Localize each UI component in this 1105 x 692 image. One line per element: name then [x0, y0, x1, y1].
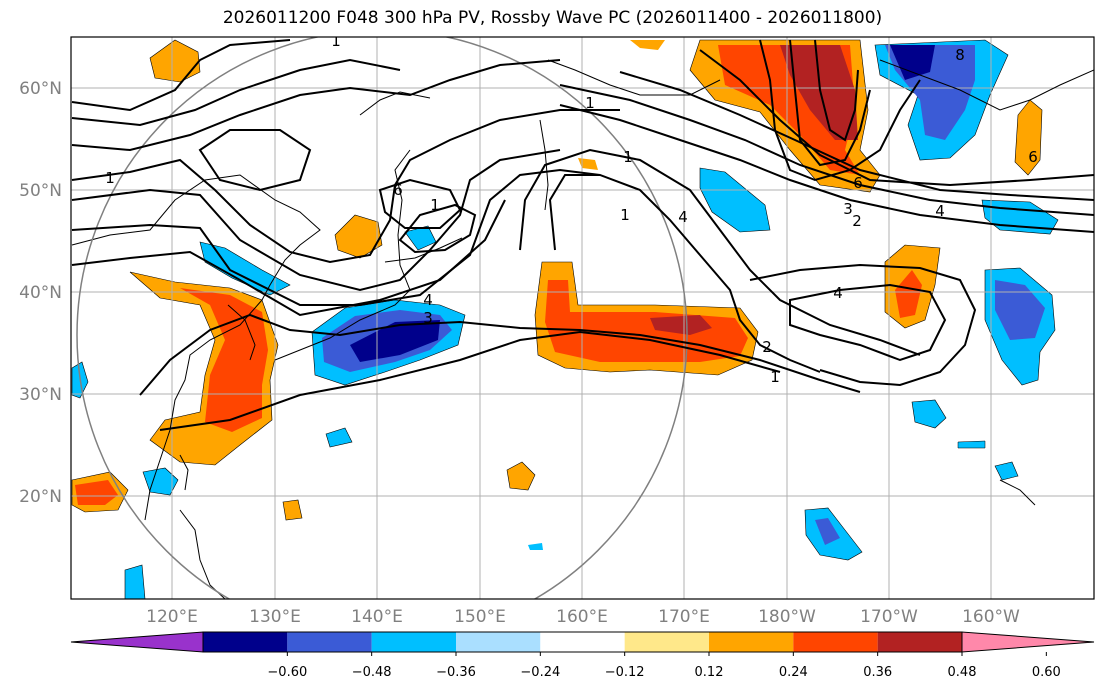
- lon-tick-label: 160°E: [556, 607, 608, 627]
- contour-label: 6: [1028, 148, 1038, 166]
- contour-label: 4: [833, 284, 843, 302]
- contour-label: 8: [955, 46, 965, 64]
- colorbar-tick-label: −0.48: [352, 665, 392, 680]
- map-title: 2026011200 F048 300 hPa PV, Rossby Wave …: [222, 8, 883, 28]
- colorbar-tick-label: 0.48: [948, 665, 977, 680]
- colorbar-tick-labels: −0.60 −0.48 −0.36 −0.24 −0.12 0.12 0.24 0.36 0.4…: [267, 652, 1061, 680]
- colorbar-segment: [877, 632, 962, 652]
- contour-label: 1: [585, 94, 595, 112]
- lat-tick-label: 20°N: [19, 487, 62, 507]
- contour-label: 1: [105, 169, 115, 187]
- contour-label: 2: [852, 212, 862, 230]
- lon-tick-label: 180°W: [758, 607, 816, 627]
- lon-tick-label: 170°E: [658, 607, 710, 627]
- contour-label: 1: [331, 32, 341, 50]
- coastlines: [71, 59, 1094, 599]
- negative-anomaly-shading: [71, 39, 1059, 599]
- colorbar-tick-label: 0.60: [1032, 665, 1061, 680]
- colorbar-tick-label: 0.24: [779, 665, 808, 680]
- lat-tick-label: 60°N: [19, 79, 62, 99]
- contour-label: 4: [423, 291, 433, 309]
- colorbar-min-extend: [70, 631, 204, 653]
- map-frame: [70, 36, 1095, 600]
- lon-tick-label: 130°E: [249, 607, 301, 627]
- lon-tick-label: 170°W: [860, 607, 918, 627]
- contour-label: 4: [935, 202, 945, 220]
- colorbar-tick-label: 0.36: [863, 665, 892, 680]
- colorbar-tick-label: 0.12: [695, 665, 724, 680]
- contour-label: 1: [623, 148, 633, 166]
- contour-label: 6: [393, 181, 403, 199]
- colorbar-segment: [203, 632, 288, 652]
- latitude-labels: 60°N 50°N 40°N 30°N 20°N: [19, 79, 62, 507]
- lat-tick-label: 50°N: [19, 181, 62, 201]
- contour-label: 4: [678, 208, 688, 226]
- contour-label: 3: [843, 200, 853, 218]
- colorbar-segment: [371, 632, 456, 652]
- pv-contours: [71, 39, 1094, 431]
- colorbar-tick-label: −0.12: [605, 665, 645, 680]
- gridlines: [71, 37, 1094, 599]
- colorbar: [70, 631, 1095, 653]
- longitude-labels: 120°E 130°E 140°E 150°E 160°E 170°E 180°W 170°W…: [146, 607, 1020, 627]
- lon-tick-label: 120°E: [146, 607, 198, 627]
- lat-tick-label: 30°N: [19, 385, 62, 405]
- colorbar-tick-label: −0.60: [267, 665, 307, 680]
- contour-label: 1: [430, 196, 440, 214]
- colorbar-max-extend: [961, 631, 1095, 653]
- contour-label: 1: [620, 206, 630, 224]
- colorbar-segment: [793, 632, 878, 652]
- colorbar-tick-label: −0.24: [520, 665, 560, 680]
- lon-tick-label: 160°W: [962, 607, 1020, 627]
- colorbar-segment: [624, 632, 709, 652]
- contour-label: 6: [853, 174, 863, 192]
- contour-label: 3: [423, 309, 433, 327]
- colorbar-frame: [202, 631, 963, 653]
- lon-tick-label: 150°E: [454, 607, 506, 627]
- colorbar-segment: [540, 632, 625, 652]
- colorbar-tick-label: −0.36: [436, 665, 476, 680]
- colorbar-segment: [456, 632, 541, 652]
- lon-tick-label: 140°E: [351, 607, 403, 627]
- rossby-wave-circle: [76, 37, 688, 599]
- colorbar-segment: [709, 632, 794, 652]
- contour-label: 1: [770, 368, 780, 386]
- lat-tick-label: 40°N: [19, 283, 62, 303]
- contour-label: 2: [762, 338, 772, 356]
- colorbar-segment: [287, 632, 372, 652]
